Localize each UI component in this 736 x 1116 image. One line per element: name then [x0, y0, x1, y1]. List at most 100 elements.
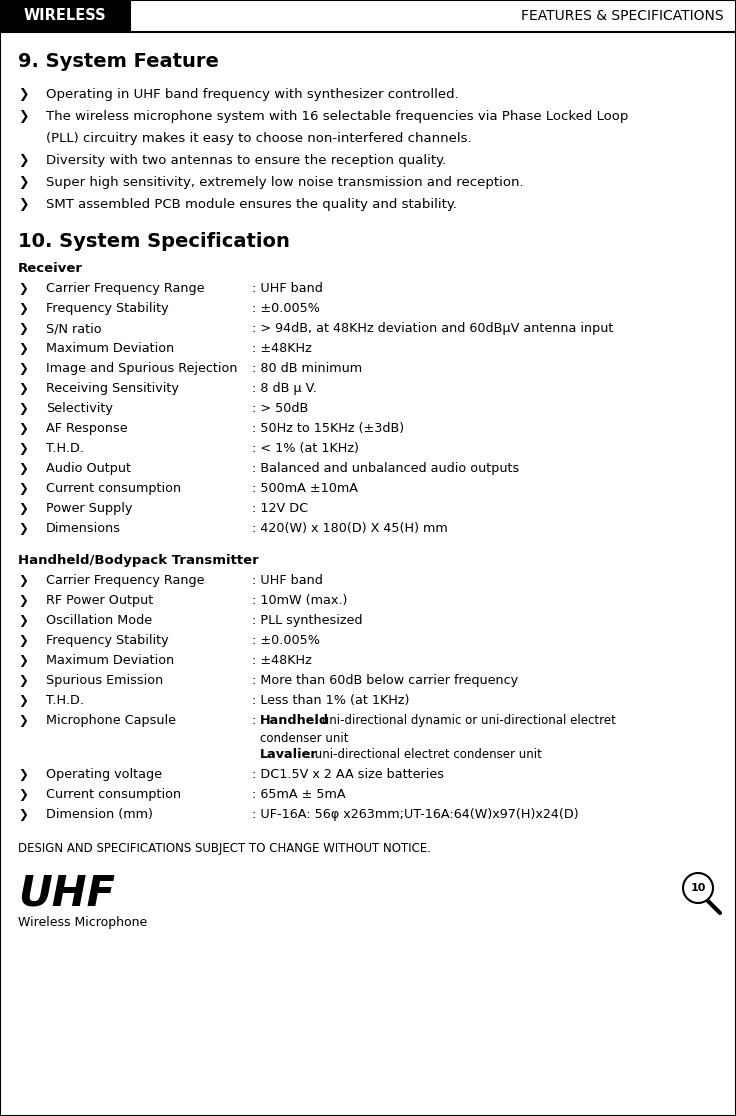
Text: : UHF band: : UHF band: [252, 574, 323, 587]
Text: Lavalier: Lavalier: [260, 748, 318, 761]
Text: ❯: ❯: [18, 402, 28, 415]
Text: Super high sensitivity, extremely low noise transmission and reception.: Super high sensitivity, extremely low no…: [46, 176, 523, 189]
Text: Power Supply: Power Supply: [46, 502, 132, 514]
Text: : 12V DC: : 12V DC: [252, 502, 308, 514]
Text: Carrier Frequency Range: Carrier Frequency Range: [46, 574, 205, 587]
Text: : uni-directional electret condenser unit: : uni-directional electret condenser uni…: [307, 748, 542, 761]
Text: Microphone Capsule: Microphone Capsule: [46, 714, 176, 727]
Text: : UHF band: : UHF band: [252, 282, 323, 295]
Text: ❯: ❯: [18, 674, 28, 687]
Circle shape: [689, 878, 711, 899]
Text: Operating voltage: Operating voltage: [46, 768, 162, 781]
Text: T.H.D.: T.H.D.: [46, 442, 84, 455]
Text: Frequency Stability: Frequency Stability: [46, 634, 169, 647]
Text: : PLL synthesized: : PLL synthesized: [252, 614, 363, 627]
Text: : More than 60dB below carrier frequency: : More than 60dB below carrier frequency: [252, 674, 518, 687]
Text: : ±0.005%: : ±0.005%: [252, 634, 320, 647]
Text: : uni-directional dynamic or uni-directional electret: : uni-directional dynamic or uni-directi…: [314, 714, 616, 727]
Text: Frequency Stability: Frequency Stability: [46, 302, 169, 315]
Text: Oscillation Mode: Oscillation Mode: [46, 614, 152, 627]
Text: ❯: ❯: [18, 341, 28, 355]
Text: : DC1.5V x 2 AA size batteries: : DC1.5V x 2 AA size batteries: [252, 768, 444, 781]
Text: 10. System Specification: 10. System Specification: [18, 232, 290, 251]
Text: Receiver: Receiver: [18, 262, 83, 275]
Text: ❯: ❯: [18, 654, 28, 667]
Text: ❯: ❯: [18, 788, 28, 801]
Text: ❯: ❯: [18, 522, 28, 535]
Text: ❯: ❯: [18, 110, 29, 123]
Text: : ±0.005%: : ±0.005%: [252, 302, 320, 315]
Text: Operating in UHF band frequency with synthesizer controlled.: Operating in UHF band frequency with syn…: [46, 88, 459, 102]
Text: ❯: ❯: [18, 302, 28, 315]
Text: ❯: ❯: [18, 422, 28, 435]
Text: ❯: ❯: [18, 714, 28, 727]
Text: ❯: ❯: [18, 694, 28, 708]
Text: Dimensions: Dimensions: [46, 522, 121, 535]
Text: FEATURES & SPECIFICATIONS: FEATURES & SPECIFICATIONS: [521, 9, 724, 23]
Text: ❯: ❯: [18, 574, 28, 587]
Text: : > 94dB, at 48KHz deviation and 60dBμV antenna input: : > 94dB, at 48KHz deviation and 60dBμV …: [252, 323, 613, 335]
Text: : Balanced and unbalanced audio outputs: : Balanced and unbalanced audio outputs: [252, 462, 520, 475]
Bar: [130, 0, 736, 32]
Text: ❯: ❯: [18, 88, 29, 102]
Text: ❯: ❯: [18, 808, 28, 821]
Text: ❯: ❯: [18, 154, 29, 167]
Text: : < 1% (at 1KHz): : < 1% (at 1KHz): [252, 442, 359, 455]
Text: UHF: UHF: [18, 872, 115, 914]
Text: 10: 10: [690, 883, 706, 893]
Text: Dimension (mm): Dimension (mm): [46, 808, 153, 821]
Text: : 80 dB minimum: : 80 dB minimum: [252, 362, 362, 375]
Text: Maximum Deviation: Maximum Deviation: [46, 341, 174, 355]
Text: : 8 dB μ V.: : 8 dB μ V.: [252, 382, 317, 395]
Bar: [0, 0, 130, 32]
Text: Carrier Frequency Range: Carrier Frequency Range: [46, 282, 205, 295]
Text: ❯: ❯: [18, 502, 28, 514]
Text: ❯: ❯: [18, 768, 28, 781]
Text: : 50Hz to 15KHz (±3dB): : 50Hz to 15KHz (±3dB): [252, 422, 404, 435]
Text: : 10mW (max.): : 10mW (max.): [252, 594, 347, 607]
Text: Wireless Microphone: Wireless Microphone: [18, 916, 147, 929]
Text: S/N ratio: S/N ratio: [46, 323, 102, 335]
Text: Maximum Deviation: Maximum Deviation: [46, 654, 174, 667]
Text: ❯: ❯: [18, 482, 28, 496]
Text: ❯: ❯: [18, 382, 28, 395]
Text: ❯: ❯: [18, 282, 28, 295]
Circle shape: [683, 873, 713, 903]
Text: Spurious Emission: Spurious Emission: [46, 674, 163, 687]
Text: RF Power Output: RF Power Output: [46, 594, 153, 607]
Text: ❯: ❯: [18, 614, 28, 627]
Text: : ±48KHz: : ±48KHz: [252, 654, 312, 667]
Text: Audio Output: Audio Output: [46, 462, 131, 475]
Text: DESIGN AND SPECIFICATIONS SUBJECT TO CHANGE WITHOUT NOTICE.: DESIGN AND SPECIFICATIONS SUBJECT TO CHA…: [18, 841, 431, 855]
Text: :: :: [252, 714, 261, 727]
Text: : 500mA ±10mA: : 500mA ±10mA: [252, 482, 358, 496]
Text: ❯: ❯: [18, 198, 29, 211]
Text: Diversity with two antennas to ensure the reception quality.: Diversity with two antennas to ensure th…: [46, 154, 446, 167]
Text: The wireless microphone system with 16 selectable frequencies via Phase Locked L: The wireless microphone system with 16 s…: [46, 110, 629, 123]
Text: SMT assembled PCB module ensures the quality and stability.: SMT assembled PCB module ensures the qua…: [46, 198, 457, 211]
Text: Handheld: Handheld: [260, 714, 329, 727]
Text: ❯: ❯: [18, 462, 28, 475]
Text: 9. System Feature: 9. System Feature: [18, 52, 219, 71]
Text: : 65mA ± 5mA: : 65mA ± 5mA: [252, 788, 346, 801]
Text: ❯: ❯: [18, 176, 29, 189]
Text: ❯: ❯: [18, 323, 28, 335]
Text: : 420(W) x 180(D) X 45(H) mm: : 420(W) x 180(D) X 45(H) mm: [252, 522, 447, 535]
Text: (PLL) circuitry makes it easy to choose non-interfered channels.: (PLL) circuitry makes it easy to choose …: [46, 132, 472, 145]
Text: WIRELESS: WIRELESS: [24, 9, 106, 23]
Text: Receiving Sensitivity: Receiving Sensitivity: [46, 382, 179, 395]
Text: : Less than 1% (at 1KHz): : Less than 1% (at 1KHz): [252, 694, 409, 708]
Text: Current consumption: Current consumption: [46, 482, 181, 496]
Text: ❯: ❯: [18, 634, 28, 647]
Text: : ±48KHz: : ±48KHz: [252, 341, 312, 355]
Text: ❯: ❯: [18, 362, 28, 375]
Text: Image and Spurious Rejection: Image and Spurious Rejection: [46, 362, 238, 375]
Text: condenser unit: condenser unit: [260, 732, 349, 745]
Text: T.H.D.: T.H.D.: [46, 694, 84, 708]
Text: AF Response: AF Response: [46, 422, 127, 435]
Text: Current consumption: Current consumption: [46, 788, 181, 801]
Text: Handheld/Bodypack Transmitter: Handheld/Bodypack Transmitter: [18, 554, 259, 567]
Text: ❯: ❯: [18, 442, 28, 455]
Text: Selectivity: Selectivity: [46, 402, 113, 415]
Text: ❯: ❯: [18, 594, 28, 607]
